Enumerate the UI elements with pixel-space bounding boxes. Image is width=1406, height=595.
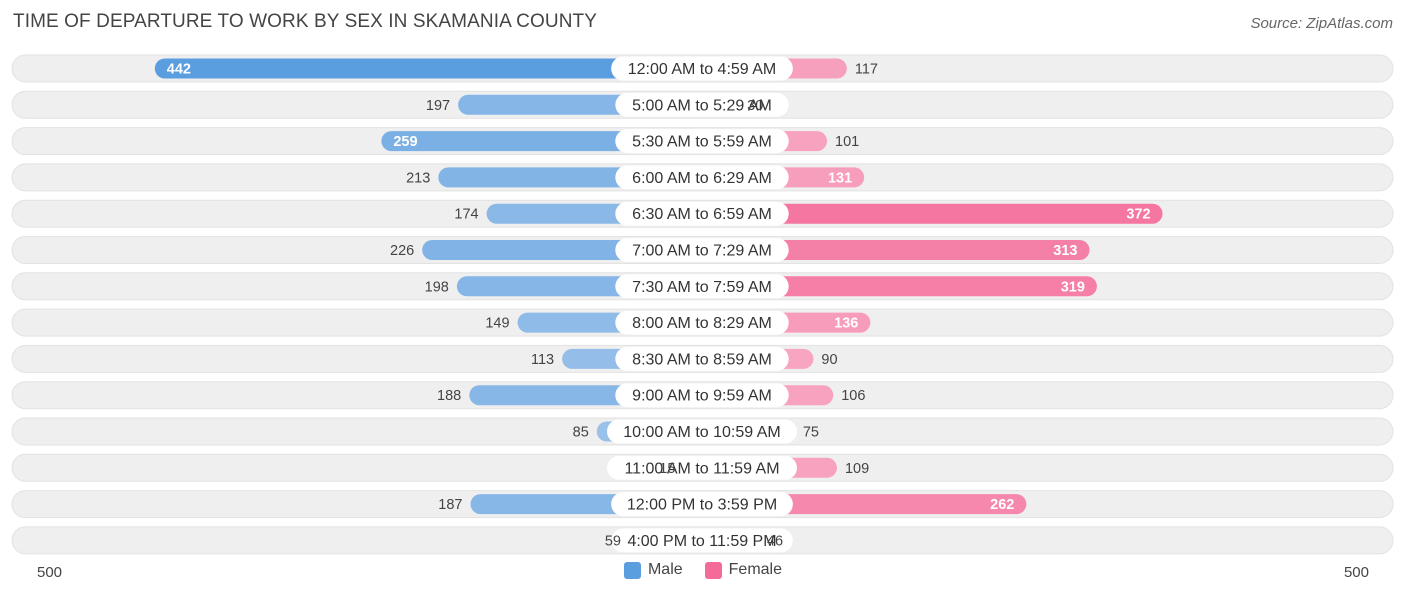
category-label: 10:00 AM to 10:59 AM — [623, 424, 780, 441]
category-label-pill — [607, 455, 797, 480]
chart-title: TIME OF DEPARTURE TO WORK BY SEX IN SKAM… — [13, 11, 597, 32]
category-label: 7:30 AM to 7:59 AM — [632, 279, 772, 296]
axis-label-left: 500 — [37, 564, 62, 581]
category-label-pill — [615, 310, 789, 335]
category-label: 11:00 AM to 11:59 AM — [624, 460, 779, 477]
male-value-label: 149 — [485, 316, 509, 332]
male-value-label: 213 — [406, 170, 430, 186]
female-value-label: 136 — [834, 316, 858, 332]
axis-label-right: 500 — [1344, 564, 1369, 581]
source-note: Source: ZipAtlas.com — [1250, 15, 1393, 32]
female-value-label: 90 — [821, 352, 837, 368]
male-value-label: 113 — [531, 352, 554, 368]
male-value-label: 174 — [454, 207, 478, 223]
legend-swatch-female — [704, 561, 722, 579]
female-value-label: 262 — [990, 497, 1014, 513]
category-label-pill — [607, 419, 797, 444]
female-value-label: 319 — [1061, 279, 1085, 295]
category-label-pill — [615, 346, 789, 371]
category-label-pill — [615, 274, 789, 299]
category-label: 5:00 AM to 5:29 AM — [632, 97, 772, 114]
legend-item-female: Female — [704, 561, 783, 579]
female-value-label: 106 — [841, 388, 865, 404]
category-label-pill — [615, 383, 789, 408]
female-bar — [682, 203, 1163, 224]
male-value-label: 197 — [426, 98, 450, 114]
category-label: 6:30 AM to 6:59 AM — [632, 206, 772, 223]
female-value-label: 109 — [845, 461, 869, 477]
category-label-pill — [611, 492, 793, 517]
legend-label-female: Female — [728, 561, 783, 578]
male-value-label: 59 — [605, 533, 621, 549]
category-label: 4:00 PM to 11:59 PM — [627, 533, 776, 550]
category-label-pill — [615, 129, 789, 154]
male-value-label: 442 — [167, 62, 191, 78]
category-label: 12:00 AM to 4:59 AM — [628, 61, 777, 78]
legend-item-male: Male — [623, 561, 683, 579]
male-value-label: 226 — [390, 243, 414, 259]
male-value-label: 188 — [437, 388, 461, 404]
female-value-label: 46 — [767, 533, 783, 549]
category-label-pill — [615, 165, 789, 190]
female-value-label: 313 — [1053, 243, 1077, 259]
category-label-pill — [615, 238, 789, 262]
female-value-label: 75 — [803, 425, 819, 441]
category-label-pill — [611, 528, 793, 553]
female-value-label: 117 — [855, 62, 878, 78]
category-label-pill — [611, 56, 793, 81]
category-label: 9:00 AM to 9:59 AM — [632, 388, 772, 405]
category-label: 8:30 AM to 8:59 AM — [632, 351, 772, 368]
category-label-pill — [615, 201, 789, 226]
male-value-label: 198 — [425, 279, 449, 295]
category-label: 6:00 AM to 6:29 AM — [632, 170, 772, 187]
legend: Male Female — [0, 561, 1406, 579]
male-value-label: 85 — [573, 425, 589, 441]
category-label: 5:30 AM to 5:59 AM — [632, 134, 772, 151]
female-value-label: 131 — [828, 170, 852, 186]
female-value-label: 372 — [1126, 207, 1150, 223]
legend-swatch-male — [623, 561, 641, 579]
category-label: 8:00 AM to 8:29 AM — [632, 315, 772, 332]
category-label: 7:00 AM to 7:29 AM — [632, 243, 772, 260]
male-value-label: 187 — [438, 497, 462, 513]
category-label: 12:00 PM to 3:59 PM — [627, 497, 777, 514]
category-label-pill — [615, 92, 789, 117]
legend-label-male: Male — [647, 561, 683, 578]
male-value-label: 259 — [393, 134, 417, 150]
female-value-label: 30 — [747, 98, 763, 114]
male-value-label: 15 — [659, 461, 675, 477]
male-bar — [154, 58, 722, 79]
female-value-label: 101 — [835, 134, 859, 150]
